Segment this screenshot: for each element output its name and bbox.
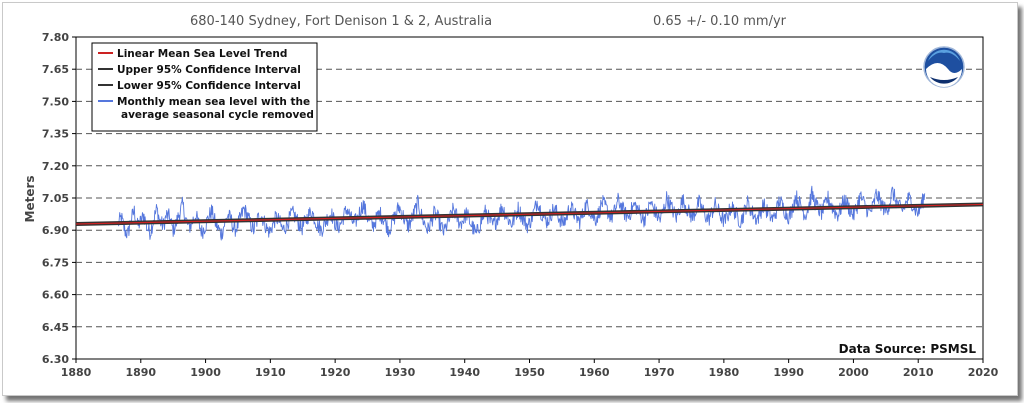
x-tick-label: 1940 (449, 366, 480, 379)
y-tick-label: 7.20 (42, 160, 69, 173)
x-tick-label: 1980 (709, 366, 740, 379)
x-tick-label: 1890 (125, 366, 156, 379)
chart-title: 680-140 Sydney, Fort Denison 1 & 2, Aust… (190, 14, 492, 29)
noaa-logo-wave (930, 77, 958, 84)
x-axis-ticks: 1880 1890 1900 1910 1920 1930 1940 1950 1960 1970… (61, 359, 999, 379)
chart-frame: 680-140 Sydney, Fort Denison 1 & 2, Aust… (2, 2, 1018, 396)
y-tick-label: 7.80 (42, 31, 69, 44)
upper-confidence-line (75, 202, 984, 224)
y-tick-label: 7.35 (42, 128, 69, 141)
legend-box (91, 42, 318, 132)
x-tick-label: 2010 (903, 366, 934, 379)
x-tick-label: 2000 (838, 366, 869, 379)
legend-item-lower-ci: Lower 95% Confidence Interval (98, 80, 301, 92)
y-tick-label: 6.75 (42, 256, 69, 269)
legend-label: Linear Mean Sea Level Trend (117, 48, 287, 60)
x-tick-label: 1880 (61, 366, 92, 379)
y-axis-ticks: 7.80 7.65 7.50 7.35 7.20 7.05 6.90 6.75 6.60 6.45… (42, 31, 76, 366)
x-tick-label: 2020 (968, 366, 999, 379)
legend-label: Lower 95% Confidence Interval (117, 80, 301, 92)
legend-label: Upper 95% Confidence Interval (117, 64, 301, 76)
trend-rate-text: 0.65 +/- 0.10 mm/yr (653, 14, 787, 29)
y-axis-label: Meters (23, 175, 37, 222)
y-tick-label: 6.45 (42, 321, 69, 334)
x-tick-label: 1970 (644, 366, 675, 379)
x-tick-label: 1900 (190, 366, 221, 379)
x-tick-label: 1950 (514, 366, 545, 379)
y-tick-label: 7.50 (42, 95, 69, 108)
x-tick-label: 1930 (385, 366, 416, 379)
legend-item-monthly: Monthly mean sea level with the average s… (98, 96, 314, 121)
y-tick-label: 6.30 (42, 353, 69, 366)
legend-item-upper-ci: Upper 95% Confidence Interval (98, 64, 301, 76)
x-tick-label: 1910 (255, 366, 286, 379)
x-tick-label: 1990 (773, 366, 804, 379)
trend-line (75, 203, 984, 226)
noaa-logo-sky (928, 49, 960, 61)
y-tick-label: 7.05 (42, 192, 69, 205)
data-source-annotation: Data Source: PSMSL (839, 342, 977, 356)
noaa-logo (923, 46, 965, 88)
legend-label: Monthly mean sea level with the average s… (117, 96, 314, 121)
x-tick-label: 1920 (320, 366, 351, 379)
lower-confidence-line (75, 205, 984, 226)
y-tick-label: 7.65 (42, 63, 69, 76)
legend-item-trend: Linear Mean Sea Level Trend (98, 48, 287, 60)
legend: Linear Mean Sea Level Trend Upper 95% Con… (91, 42, 318, 132)
y-tick-label: 6.90 (42, 224, 69, 237)
data-series (75, 185, 984, 241)
sea-level-chart: 680-140 Sydney, Fort Denison 1 & 2, Aust… (23, 14, 999, 379)
y-tick-label: 6.60 (42, 289, 69, 302)
x-tick-label: 1960 (579, 366, 610, 379)
